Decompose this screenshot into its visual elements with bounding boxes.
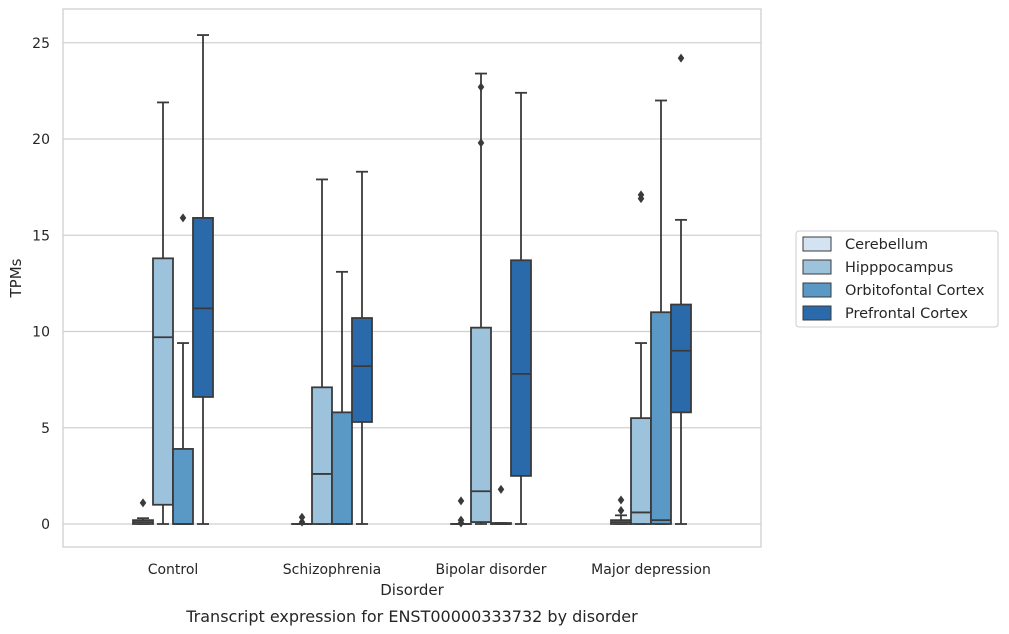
- outlier-point: [477, 138, 485, 148]
- box-hipppocampus-0: [152, 101, 174, 525]
- y-tick-label: 5: [41, 421, 50, 437]
- legend-label: Prefrontal Cortex: [845, 306, 968, 322]
- outlier-point: [617, 506, 625, 516]
- box-prefrontal-cortex-0: [192, 34, 214, 525]
- x-axis-label: Disorder: [380, 581, 444, 599]
- y-axis-ticks: 0 5 10 15 20 25: [32, 36, 50, 533]
- outlier-point: [617, 495, 625, 505]
- box-prefrontal-cortex-2: [510, 91, 532, 525]
- box-orbitofontal-cortex-3: [650, 99, 672, 525]
- y-tick-label: 10: [32, 325, 50, 341]
- iqr-box: [470, 326, 492, 523]
- y-axis-label: TPMs: [7, 258, 25, 298]
- outlier-point: [298, 512, 306, 522]
- outlier-point: [637, 190, 645, 200]
- outlier-point: [457, 496, 465, 506]
- box-cerebellum-1: [291, 512, 313, 527]
- legend: Cerebellum Hipppocampus Orbitofontal Corte…: [795, 230, 999, 328]
- iqr-box: [510, 259, 532, 477]
- box-hipppocampus-1: [311, 178, 333, 525]
- legend-label: Orbitofontal Cortex: [845, 283, 985, 299]
- box-cerebellum-0: [132, 498, 154, 525]
- box-prefrontal-cortex-3: [670, 53, 692, 525]
- x-tick-label: Schizophrenia: [283, 562, 381, 578]
- legend-label: Hipppocampus: [845, 260, 953, 276]
- outlier-point: [497, 484, 505, 494]
- iqr-box: [192, 217, 214, 398]
- iqr-box: [331, 411, 353, 525]
- iqr-box: [351, 317, 373, 423]
- iqr-box: [152, 257, 174, 506]
- y-tick-label: 25: [32, 36, 50, 52]
- box-orbitofontal-cortex-0: [172, 213, 194, 525]
- y-tick-label: 20: [32, 132, 50, 148]
- iqr-box: [670, 303, 692, 414]
- iqr-box: [650, 311, 672, 525]
- box-orbitofontal-cortex-1: [331, 270, 353, 525]
- box-cerebellum-2: [450, 496, 472, 528]
- outlier-point: [298, 517, 306, 527]
- box-prefrontal-cortex-1: [351, 170, 373, 525]
- outlier-point: [179, 213, 187, 223]
- x-tick-label: Control: [148, 562, 199, 578]
- iqr-box: [311, 386, 333, 525]
- outlier-point: [457, 515, 465, 525]
- box-hipppocampus-2: [470, 72, 492, 525]
- legend-swatch: [802, 282, 832, 298]
- outlier-point: [677, 53, 685, 63]
- x-axis-ticks: Control Schizophrenia Bipolar disorder Majo…: [148, 562, 711, 578]
- legend-swatch: [802, 259, 832, 275]
- x-tick-label: Major depression: [591, 562, 711, 578]
- legend-frame: [795, 230, 999, 328]
- iqr-box: [630, 417, 652, 525]
- iqr-box: [172, 448, 194, 525]
- outlier-point: [477, 82, 485, 92]
- outlier-point: [139, 498, 147, 508]
- legend-label: Cerebellum: [845, 237, 928, 253]
- legend-swatch: [802, 305, 832, 321]
- y-tick-label: 0: [41, 517, 50, 533]
- box-orbitofontal-cortex-2: [490, 484, 512, 525]
- box-groups: [132, 34, 692, 528]
- chart-caption: Transcript expression for ENST0000033373…: [185, 607, 638, 626]
- x-tick-label: Bipolar disorder: [435, 562, 546, 578]
- legend-swatch: [802, 236, 832, 252]
- y-tick-label: 15: [32, 228, 50, 244]
